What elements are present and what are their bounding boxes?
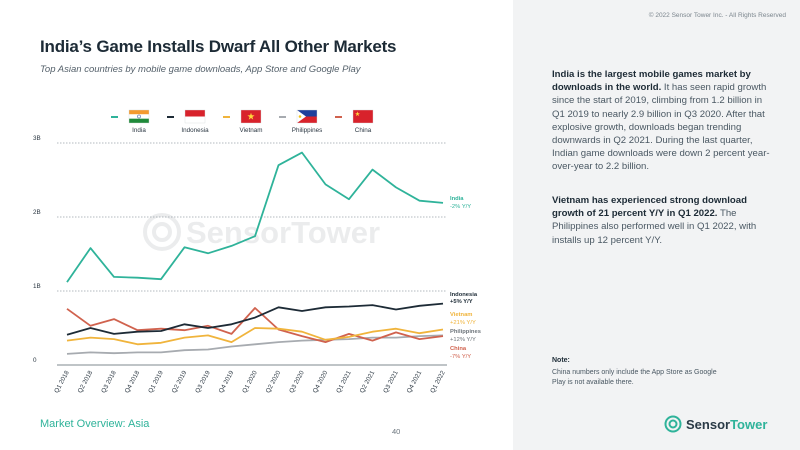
legend-item-philippines: Philippines [279,109,322,134]
sensortower-logo-icon [664,415,682,433]
philippines-flag-icon [296,109,318,124]
brand-name-b: Tower [730,416,768,432]
x-tick-label: Q1 2021 [335,369,353,394]
brand-logo: SensorTower [664,415,767,433]
end-label-india: India [450,196,464,202]
brand-name-a: Sensor [686,416,731,432]
watermark-text-a: Sensor [186,215,291,250]
x-tick-label: Q2 2020 [265,369,283,394]
end-change-philippines: +12% Y/Y [450,337,476,343]
x-tick-label: Q4 2021 [406,369,424,394]
end-label-philippines: Philippines [450,329,481,335]
end-label-vietnam: Vietnam [450,312,472,318]
series [66,151,444,355]
insight-vietnam: Vietnam has experienced strong download … [552,194,770,247]
y-tick-label: 2B [33,209,41,216]
x-tick-label: Q3 2021 [382,369,400,394]
legend-label: India [132,127,146,134]
x-tick-label: Q3 2018 [100,369,118,394]
series-line-india [66,151,444,283]
x-tick-label: Q4 2020 [312,369,330,394]
page-subtitle: Top Asian countries by mobile game downl… [40,64,361,75]
note-body: China numbers only include the App Store… [552,369,717,386]
watermark: SensorTower [143,213,380,251]
legend-label: Indonesia [181,127,209,134]
indonesia-flag-icon [184,109,206,124]
legend-item-indonesia: Indonesia [167,109,209,134]
brand-name: SensorTower [686,417,767,432]
x-tick-label: Q2 2021 [359,369,377,394]
legend-item-china: China [335,109,374,134]
legend: India Indonesia Vietnam Philippines China [111,109,374,134]
end-label-indonesia: Indonesia [450,292,478,298]
insights-panel [513,0,800,450]
x-tick-label: Q1 2019 [147,369,165,394]
section-label: Market Overview: Asia [40,418,150,430]
insight-india-body: It has seen rapid growth since the start… [552,82,770,173]
y-tick-label: 1B [33,283,41,290]
line-chart: SensorTower 0 1B 2B 3B Q1 2018 Q2 2018 Q3 2018… [33,109,481,394]
legend-item-india: India [111,109,150,134]
x-tick-label: Q1 2018 [53,369,71,394]
series-line-vietnam [66,327,444,346]
x-tick-label: Q4 2018 [124,369,142,394]
svg-text:SensorTower: SensorTower [186,215,380,250]
y-tick-label: 3B [33,135,41,142]
series-line-china [66,307,444,344]
end-labels: India -2% Y/Y Indonesia+5% Y/Y Vietnam +21% … [450,196,481,360]
end-change-india: -2% Y/Y [450,204,471,210]
x-tick-label: Q3 2020 [288,369,306,394]
legend-item-vietnam: Vietnam [223,109,263,134]
legend-label: Vietnam [240,127,263,134]
note-title: Note: [552,357,570,364]
end-label-china: China [450,346,467,352]
end-change-china: -7% Y/Y [450,354,471,360]
vietnam-flag-icon [240,109,262,124]
x-tick-label: Q4 2019 [218,369,236,394]
watermark-text-b: Tower [291,215,380,250]
y-tick-label: 0 [33,357,37,364]
legend-label: Philippines [292,127,322,134]
x-tick-label: Q3 2019 [194,369,212,394]
axes: 0 1B 2B 3B Q1 2018 Q2 2018 Q3 2018 Q4 2018 Q1 20… [33,135,447,394]
end-change-indonesia: +5% Y/Y [450,299,473,305]
india-flag-icon [128,109,150,124]
series-line-philippines [66,334,444,355]
insight-vietnam-bold: Vietnam has experienced strong download … [552,195,747,220]
series-line-indonesia [66,302,444,336]
page-number: 40 [392,427,401,436]
insight-vietnam-body: The Philippines also performed well in Q… [552,208,757,246]
insight-india: India is the largest mobile games market… [552,68,770,174]
insight-india-bold: India is the largest mobile games market… [552,69,751,94]
x-tick-label: Q1 2022 [429,369,447,394]
x-tick-label: Q1 2020 [241,369,259,394]
x-tick-label: Q2 2019 [171,369,189,394]
x-tick-label: Q2 2018 [77,369,95,394]
end-change-vietnam: +21% Y/Y [450,320,476,326]
page-title: India’s Game Installs Dwarf All Other Ma… [40,37,397,56]
grid [57,142,447,366]
copyright-text: © 2022 Sensor Tower Inc. - All Rights Re… [648,12,786,19]
legend-label: China [355,127,372,134]
china-flag-icon [352,109,374,124]
